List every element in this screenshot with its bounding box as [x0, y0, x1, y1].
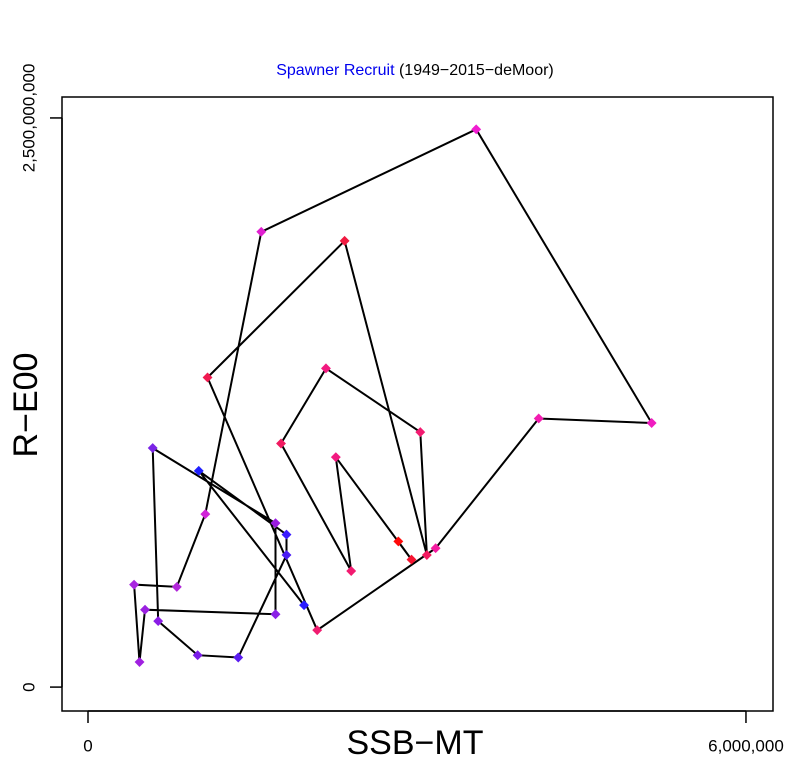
point: [430, 543, 441, 554]
point: [533, 413, 544, 424]
point: [393, 536, 404, 547]
point: [129, 579, 140, 590]
point: [202, 372, 213, 383]
point: [193, 465, 204, 476]
plot-box: [61, 96, 774, 712]
point: [276, 438, 286, 449]
chart-title: Spawner Recruit (1949−2015−deMoor): [276, 62, 554, 79]
series-line: [133, 128, 654, 663]
y-axis-label: R−E00: [7, 353, 45, 458]
point: [270, 518, 281, 529]
point: [281, 529, 292, 540]
point: [171, 581, 182, 592]
point: [281, 550, 292, 561]
y-tick-label: 0: [19, 682, 38, 691]
point: [312, 625, 323, 636]
y-tick-label: 2,500,000,000: [19, 64, 38, 173]
point: [646, 418, 657, 428]
point: [299, 600, 309, 611]
point: [339, 235, 350, 246]
point: [321, 363, 331, 374]
point: [153, 616, 164, 627]
point: [233, 652, 244, 663]
x-tick-label: 6,000,000: [708, 736, 784, 755]
point: [270, 609, 281, 620]
x-axis-label: SSB−MT: [347, 724, 484, 762]
point: [192, 650, 203, 661]
point: [330, 452, 341, 463]
point: [200, 509, 211, 520]
point: [140, 604, 150, 615]
point: [415, 427, 426, 438]
point: [147, 443, 158, 454]
x-tick-label: 0: [83, 736, 92, 755]
point: [346, 566, 357, 576]
title-main: Spawner Recruit: [276, 62, 395, 79]
point: [134, 657, 145, 668]
title-sub: (1949−2015−deMoor): [399, 62, 554, 79]
point: [471, 124, 482, 135]
point: [421, 550, 432, 561]
point: [256, 226, 267, 237]
point: [406, 554, 417, 565]
